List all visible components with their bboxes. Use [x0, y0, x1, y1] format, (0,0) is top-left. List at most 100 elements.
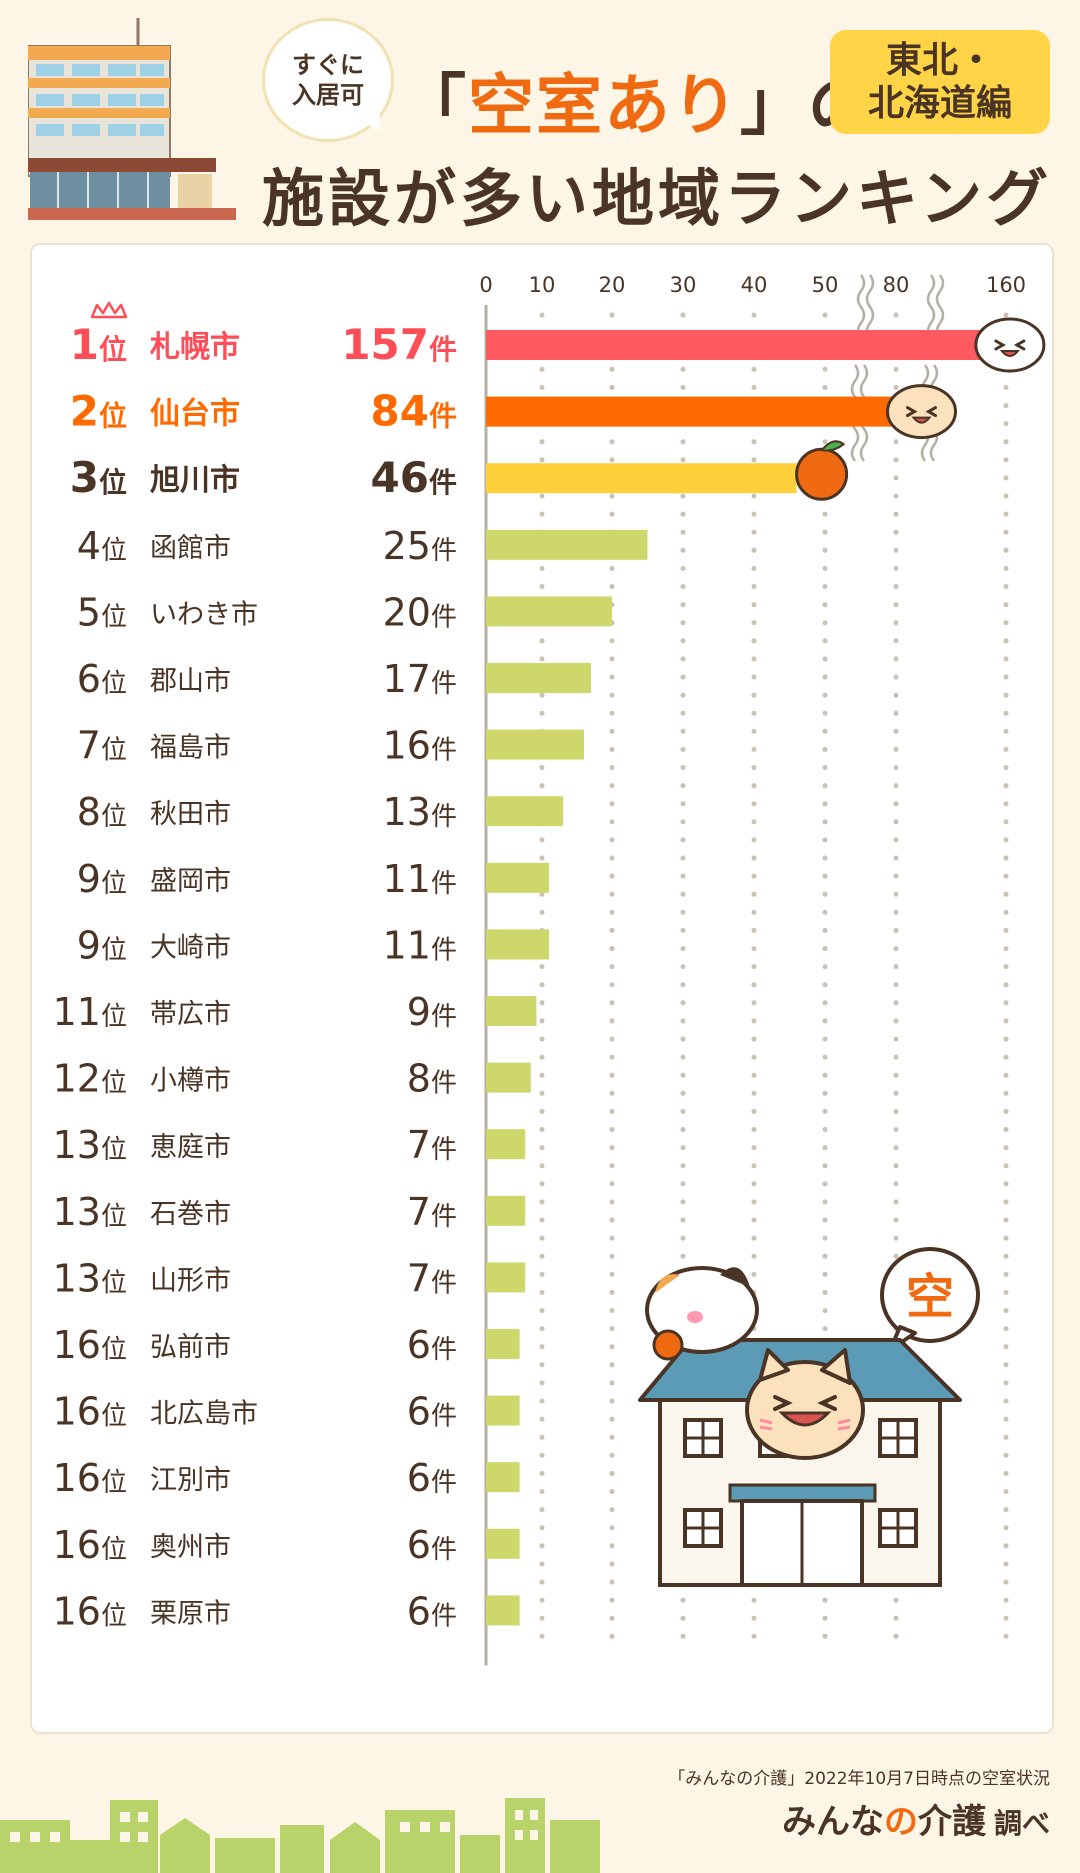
bar	[486, 1395, 520, 1426]
bar	[486, 596, 612, 627]
value-label: 6件	[407, 1456, 457, 1500]
rank-label: 9位	[77, 857, 127, 901]
rank-label: 16位	[53, 1456, 127, 1500]
axis-break-mark	[865, 274, 875, 340]
city-label: 栗原市	[150, 1598, 231, 1629]
city-label: 旭川市	[150, 463, 240, 498]
value-label: 11件	[383, 923, 457, 967]
city-label: 弘前市	[150, 1332, 231, 1363]
value-label: 8件	[407, 1057, 457, 1101]
value-label: 157件	[341, 320, 457, 369]
rank-label: 16位	[53, 1589, 127, 1633]
town-silhouette-icon	[0, 1798, 600, 1873]
value-label: 17件	[383, 657, 457, 701]
city-label: 福島市	[150, 733, 231, 764]
x-tick-label: 50	[812, 273, 839, 297]
bar	[486, 1462, 520, 1493]
bar	[486, 1062, 531, 1093]
rank-label: 1位	[70, 320, 127, 369]
title-bracket-open: 「	[400, 67, 468, 144]
bubble-line1: すぐに	[292, 51, 364, 79]
city-label: 仙台市	[150, 397, 240, 432]
rank-label: 16位	[53, 1323, 127, 1367]
rank-label: 16位	[53, 1390, 127, 1434]
vacancy-sign: 空	[906, 1269, 954, 1325]
x-tick-label: 160	[986, 273, 1026, 297]
city-label: 石巻市	[150, 1199, 231, 1230]
value-label: 7件	[407, 1123, 457, 1167]
house-with-cats-icon: 空	[638, 1247, 980, 1587]
rank-label: 7位	[77, 724, 127, 768]
city-label: 帯広市	[150, 999, 231, 1030]
axis-break-mark	[935, 274, 945, 340]
city-label: いわき市	[150, 599, 258, 630]
value-label: 7件	[407, 1190, 457, 1234]
rank-label: 13位	[53, 1256, 127, 1300]
rank-label: 16位	[53, 1523, 127, 1567]
region-line2: 北海道編	[867, 83, 1012, 124]
x-tick-label: 20	[599, 273, 626, 297]
city-label: 奥州市	[150, 1532, 231, 1563]
brand-credit: みんなの介護 調べ	[782, 1794, 1050, 1843]
value-label: 16件	[383, 724, 457, 768]
rank-label: 5位	[77, 590, 127, 634]
city-label: 北広島市	[150, 1399, 258, 1430]
city-label: 秋田市	[150, 799, 231, 830]
city-label: 大崎市	[150, 932, 231, 963]
tabby-cat-icon-eyes	[906, 406, 937, 418]
bar	[486, 996, 537, 1026]
x-tick-label: 30	[670, 273, 697, 297]
bar	[486, 1129, 526, 1160]
axis-break-mark	[856, 274, 866, 340]
rank-label: 6位	[77, 657, 127, 701]
value-label: 13件	[383, 790, 457, 834]
value-label: 20件	[383, 590, 457, 634]
bar	[486, 529, 648, 560]
bar	[486, 1528, 520, 1559]
rank-label: 9位	[77, 923, 127, 967]
rank-label: 3位	[70, 453, 127, 502]
ranking-bar-chart: 0 10 20 30 40 50 80 160 1位 札幌市 157件 2位 仙台市 84件 3位 旭川市 46…	[53, 273, 1046, 1666]
city-label: 小樽市	[150, 1066, 231, 1097]
bar	[486, 1329, 520, 1359]
rank-label: 13位	[53, 1123, 127, 1167]
source-note: 「みんなの介護」2022年10月7日時点の空室状況	[668, 1769, 1050, 1789]
rank-label: 2位	[70, 387, 127, 436]
bar	[486, 1262, 526, 1293]
rank-label: 13位	[53, 1190, 127, 1234]
value-label: 6件	[407, 1523, 457, 1567]
rank-label: 4位	[77, 524, 127, 568]
apartment-building-icon	[28, 18, 236, 220]
x-tick-label: 10	[529, 273, 556, 297]
axis-break-mark	[926, 274, 936, 340]
city-label: 函館市	[150, 533, 231, 564]
header: すぐに 入居可 「空室あり」の 施設が多い地域ランキング 東北・ 北海道編	[0, 0, 1080, 240]
tabby-cat-icon-mouth	[911, 416, 932, 424]
rank-label: 8位	[77, 790, 127, 834]
rank-label: 12位	[53, 1057, 127, 1101]
bar	[486, 796, 563, 827]
crown-icon	[90, 301, 128, 319]
bar	[486, 929, 549, 960]
orange-icon	[795, 447, 849, 501]
city-label: 江別市	[150, 1465, 231, 1496]
x-tick-label: 0	[479, 273, 492, 297]
city-label: 恵庭市	[150, 1132, 231, 1163]
calico-cat-icon	[974, 317, 1046, 373]
brand-part-c: 介護	[917, 1802, 986, 1842]
value-label: 6件	[407, 1323, 457, 1367]
chart-panel: 0 10 20 30 40 50 80 160 1位 札幌市 157件 2位 仙台市 84件 3位 旭川市 46…	[30, 243, 1054, 1734]
bar	[486, 463, 797, 494]
tabby-cat-icon	[886, 384, 957, 440]
city-label: 盛岡市	[150, 866, 231, 897]
bar	[486, 1595, 520, 1626]
city-label: 山形市	[150, 1265, 231, 1296]
page-title-line2: 施設が多い地域ランキング	[262, 162, 1053, 235]
city-label: 札幌市	[150, 330, 240, 365]
brand-part-a: みんな	[781, 1802, 884, 1842]
bar	[486, 729, 584, 760]
value-label: 6件	[407, 1589, 457, 1633]
bubble-line2: 入居可	[292, 81, 364, 109]
bar	[486, 396, 902, 427]
value-label: 9件	[407, 990, 457, 1034]
